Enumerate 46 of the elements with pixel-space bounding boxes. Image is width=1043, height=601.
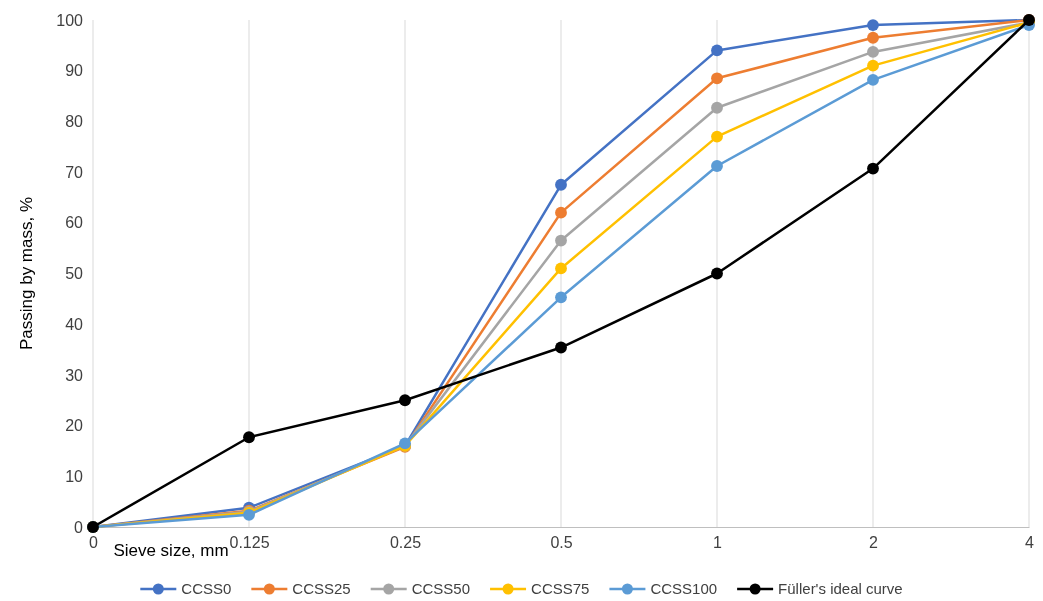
y-tick-label: 50 — [65, 265, 84, 283]
x-tick-label: 0.5 — [550, 534, 573, 552]
point — [711, 44, 723, 57]
x-tick-label: 4 — [1025, 534, 1035, 552]
x-tick-label: 1 — [713, 534, 723, 552]
point — [243, 431, 255, 444]
point — [711, 267, 723, 280]
point — [555, 262, 567, 275]
point — [867, 19, 879, 31]
point — [867, 46, 879, 58]
point — [555, 341, 567, 354]
y-tick-label: 60 — [65, 214, 84, 232]
legend-label: CCSS75 — [531, 580, 590, 597]
y-tick-label: 40 — [65, 315, 84, 333]
y-tick-label: 20 — [65, 417, 84, 435]
point — [711, 160, 723, 172]
y-tick-label: 70 — [65, 163, 84, 181]
point — [867, 59, 879, 72]
point — [555, 206, 567, 219]
point — [867, 162, 879, 175]
point — [555, 291, 567, 304]
x-tick-label: 0.125 — [229, 534, 270, 552]
y-tick-label: 0 — [74, 518, 84, 536]
x-tick-label: 2 — [869, 534, 879, 552]
legend-label: CCSS100 — [650, 580, 718, 597]
legend-label: CCSS25 — [292, 580, 351, 597]
y-tick-label: 80 — [65, 113, 84, 131]
y-tick-label: 100 — [56, 11, 84, 29]
point — [711, 101, 723, 114]
legend-label: CCSS50 — [411, 580, 471, 597]
point — [867, 73, 879, 86]
point — [555, 178, 567, 191]
y-tick-label: 30 — [65, 366, 84, 384]
x-tick-label: 0.25 — [389, 534, 422, 552]
point — [867, 31, 879, 44]
point — [711, 72, 723, 85]
legend-label: CCSS0 — [181, 580, 232, 597]
x-tick-label: 0 — [89, 534, 99, 552]
y-tick-label: 90 — [65, 62, 84, 80]
x-axis-title: Sieve size, mm — [113, 541, 229, 560]
y-tick-label: 10 — [65, 467, 84, 485]
point — [555, 234, 567, 247]
point — [399, 394, 411, 407]
legend-label: Füller's ideal curve — [778, 580, 903, 597]
point — [711, 130, 723, 143]
y-axis-title: Passing by mass, % — [17, 196, 36, 351]
